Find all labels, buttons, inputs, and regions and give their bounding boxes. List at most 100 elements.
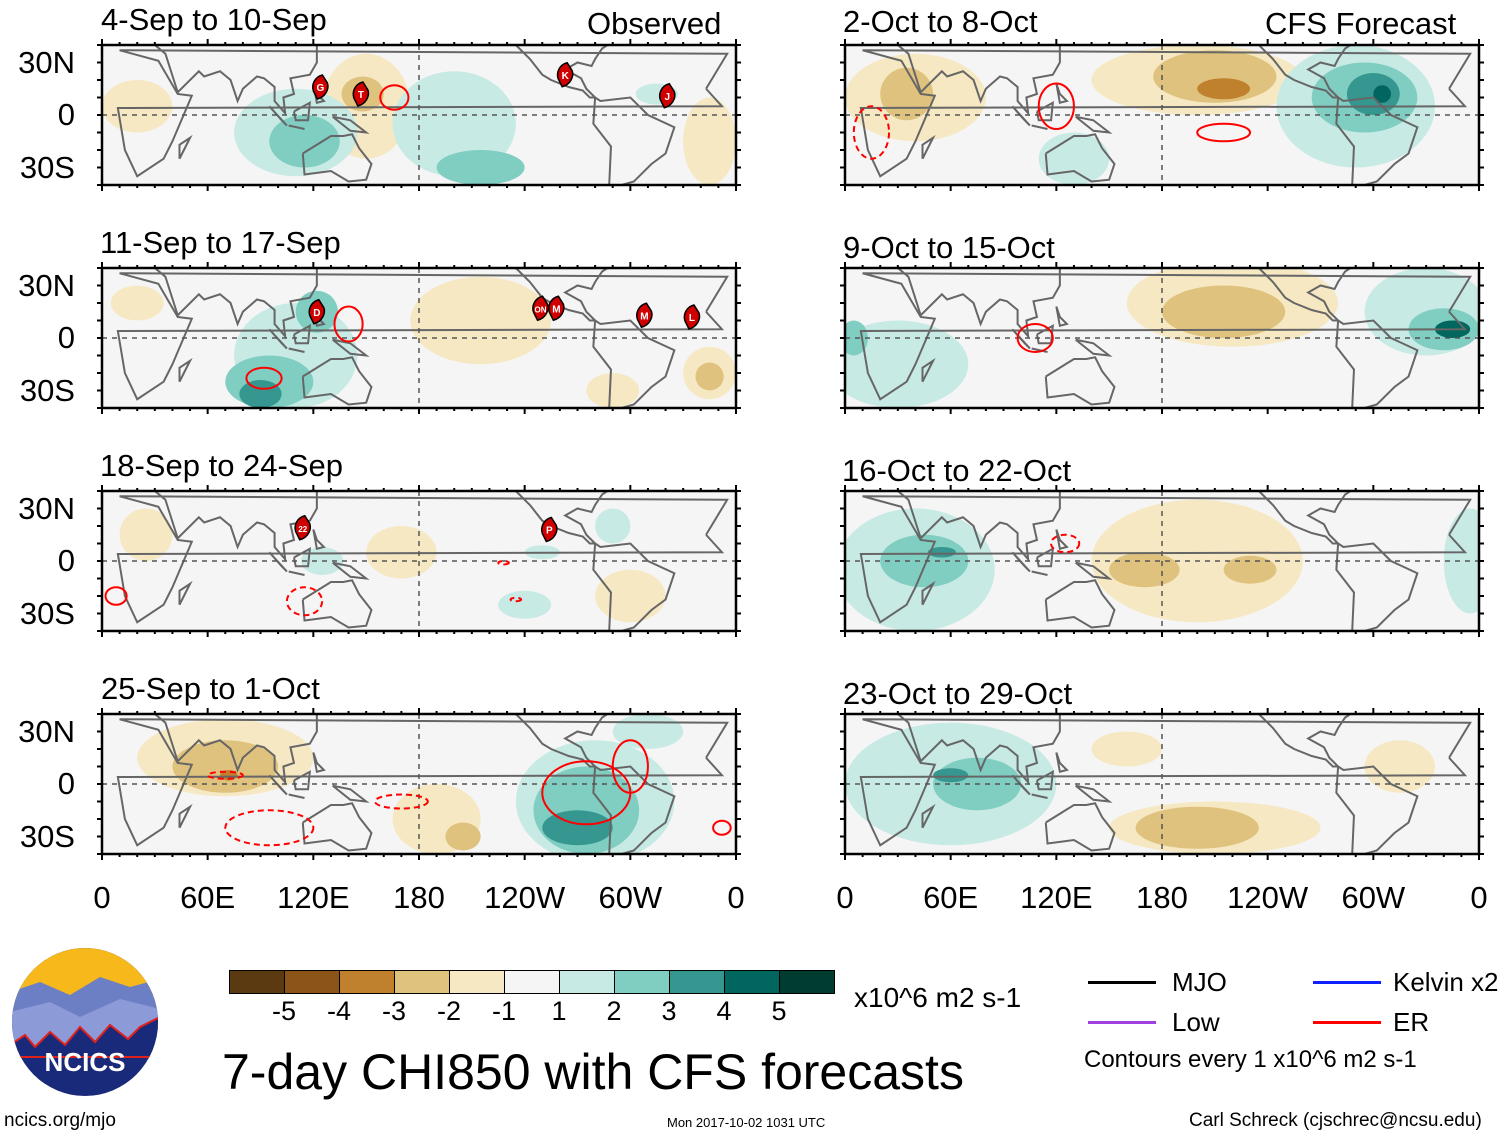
storm-label: M bbox=[552, 304, 560, 315]
colorbar-swatch bbox=[725, 971, 780, 993]
map-panel-observed: 22 P bbox=[97, 485, 741, 637]
coastline bbox=[154, 491, 318, 563]
map-svg: D ON M M L bbox=[97, 262, 741, 414]
colorbar-tick-label: -3 bbox=[381, 996, 407, 1026]
er-contour bbox=[611, 739, 649, 794]
coastline bbox=[116, 272, 729, 401]
er-contour bbox=[285, 586, 324, 617]
anomaly-region bbox=[239, 380, 282, 408]
coastline bbox=[332, 115, 370, 134]
map-svg bbox=[840, 262, 1484, 414]
storm-marker: M bbox=[636, 302, 653, 329]
coastline bbox=[1055, 752, 1069, 773]
coastline bbox=[268, 551, 288, 573]
coastline bbox=[859, 272, 1472, 401]
coastline bbox=[1055, 306, 1069, 327]
legend-mjo-line bbox=[1088, 981, 1156, 984]
er-contour bbox=[1050, 533, 1081, 554]
lon-label: 120W bbox=[484, 880, 566, 915]
coastline bbox=[1035, 769, 1054, 791]
anomaly-region bbox=[172, 740, 279, 793]
coastline bbox=[1258, 714, 1351, 768]
storm-marker: ON bbox=[532, 295, 549, 322]
lon-label: 0 bbox=[727, 880, 745, 915]
anomaly-region bbox=[612, 714, 684, 749]
coastline bbox=[1011, 774, 1031, 796]
map-svg: 22 P bbox=[97, 485, 741, 637]
coastline bbox=[921, 803, 936, 829]
lat-label: 30S bbox=[19, 595, 75, 631]
panel-title: 11-Sep to 17-Sep bbox=[100, 225, 341, 260]
colorbar-tick-label: -1 bbox=[491, 996, 517, 1026]
anomaly-region bbox=[927, 547, 956, 558]
lat-label: 30N bbox=[18, 490, 75, 526]
coastline bbox=[515, 45, 608, 99]
anomaly-region bbox=[683, 97, 736, 185]
anomaly-region bbox=[102, 80, 173, 133]
footer-author: Carl Schreck (cjschrec@ncsu.edu) bbox=[1189, 1110, 1482, 1131]
coastline bbox=[292, 769, 311, 791]
lat-label: 30S bbox=[19, 149, 75, 185]
coastline bbox=[116, 49, 729, 178]
er-contour bbox=[104, 586, 128, 606]
storm-label: P bbox=[546, 526, 553, 537]
anomaly-region bbox=[542, 810, 613, 846]
ncics-logo: NCICS bbox=[12, 948, 158, 1096]
er-contour bbox=[1016, 323, 1054, 353]
lon-label: 60E bbox=[180, 880, 236, 915]
lon-label: 0 bbox=[93, 880, 111, 915]
panel-title: 25-Sep to 1-Oct bbox=[101, 671, 320, 706]
anomaly-region bbox=[845, 320, 969, 408]
colorbar-swatch bbox=[450, 971, 505, 993]
storm-label: J bbox=[665, 92, 671, 103]
coastline bbox=[332, 784, 370, 803]
colorbar-swatch bbox=[615, 971, 670, 993]
coastline bbox=[301, 133, 373, 183]
colorbar bbox=[229, 970, 835, 994]
coastline bbox=[1055, 83, 1069, 104]
footer-url[interactable]: ncics.org/mjo bbox=[4, 1110, 116, 1131]
colorbar-tick-label: -2 bbox=[436, 996, 462, 1026]
colorbar-swatch bbox=[505, 971, 560, 993]
colorbar-tick-label: 5 bbox=[771, 996, 787, 1026]
storm-marker: T bbox=[352, 81, 370, 107]
anomaly-region bbox=[436, 150, 525, 185]
storm-label: 22 bbox=[298, 525, 307, 534]
coastline bbox=[1335, 542, 1419, 631]
anomaly-region bbox=[269, 115, 340, 168]
anomaly-region bbox=[695, 362, 724, 391]
storm-marker: 22 bbox=[294, 514, 311, 541]
coastline bbox=[1335, 96, 1419, 185]
lat-label: 30S bbox=[19, 818, 75, 854]
coastline bbox=[301, 356, 373, 406]
map-svg bbox=[97, 708, 741, 860]
coastline bbox=[268, 774, 288, 796]
storm-marker: D bbox=[308, 298, 326, 325]
storm-label: K bbox=[562, 71, 570, 82]
legend-er-line bbox=[1313, 1021, 1381, 1024]
map-panel-observed: D ON M M L bbox=[97, 262, 741, 414]
coastline bbox=[897, 268, 1061, 340]
lat-label: 0 bbox=[57, 320, 75, 355]
coastline bbox=[288, 570, 305, 576]
colorbar-swatch bbox=[230, 971, 285, 993]
coastline bbox=[268, 328, 288, 350]
anomaly-region bbox=[1091, 731, 1162, 767]
anomaly-region bbox=[1038, 132, 1110, 185]
lon-label: 120E bbox=[277, 880, 350, 915]
coastline bbox=[859, 495, 1472, 624]
er-contour bbox=[379, 84, 410, 111]
coastline bbox=[1335, 319, 1419, 408]
er-contour bbox=[245, 366, 283, 390]
coastline bbox=[154, 268, 318, 340]
coastline bbox=[301, 579, 373, 629]
colorbar-swatch bbox=[560, 971, 615, 993]
colorbar-swatch bbox=[670, 971, 725, 993]
lat-label: 30N bbox=[18, 713, 75, 749]
lon-label: 0 bbox=[1470, 880, 1488, 915]
map-svg: G T K J bbox=[97, 39, 741, 191]
panel-title: 4-Sep to 10-Sep bbox=[101, 2, 327, 37]
anomaly-region bbox=[110, 285, 164, 321]
lon-label: 0 bbox=[836, 880, 854, 915]
er-contour bbox=[497, 560, 510, 566]
